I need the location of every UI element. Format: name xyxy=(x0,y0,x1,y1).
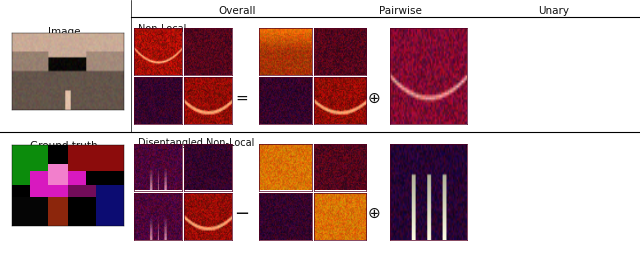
Text: Overall: Overall xyxy=(218,6,255,16)
Text: ⊕: ⊕ xyxy=(368,206,381,221)
Text: ⊕: ⊕ xyxy=(368,91,381,106)
Text: Unary: Unary xyxy=(538,6,569,16)
Text: Disentangled Non-Local: Disentangled Non-Local xyxy=(138,138,254,148)
Text: −: − xyxy=(234,205,250,223)
Text: Non-Local: Non-Local xyxy=(138,24,186,34)
Text: =: = xyxy=(236,91,248,106)
Text: Ground truth: Ground truth xyxy=(30,141,98,151)
Text: Image: Image xyxy=(48,27,80,37)
Text: Pairwise: Pairwise xyxy=(379,6,421,16)
